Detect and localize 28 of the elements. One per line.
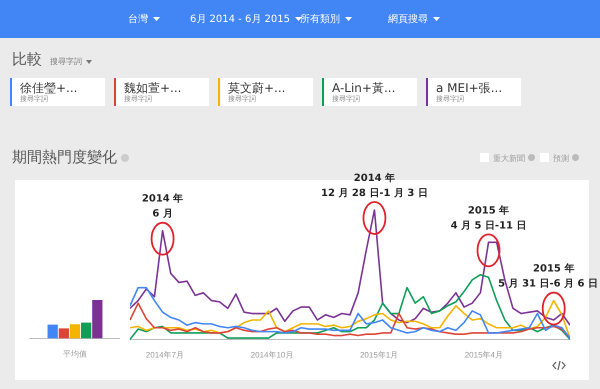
legend-label: A-Lin+黃... (332, 81, 396, 95)
chart-title: 期間熱門度變化 (12, 148, 117, 167)
annotation: 2015 年 5 月 31 日-6 月 6 日 (498, 262, 598, 290)
text: 所有類別 (300, 12, 340, 26)
bar (92, 300, 102, 338)
text: 台灣 (128, 12, 148, 26)
annotation: 2015 年 4 月 5 日-11 日 (450, 204, 526, 232)
bar (58, 328, 69, 338)
text: 預測 (553, 153, 569, 164)
x-tick-label: 2015年1月 (360, 350, 398, 360)
legend-label: 莫文蔚+... (228, 81, 286, 95)
x-tick-label: 2014年7月 (146, 350, 184, 360)
x-tick-label: 平均值 (63, 349, 87, 358)
annotation: 2014 年 6 月 (142, 192, 184, 220)
text: 重大新聞 (493, 153, 525, 164)
legend-label: 徐佳瑩+... (20, 81, 78, 95)
legend-label: a MEI+張... (436, 81, 504, 95)
text: 比較 (12, 50, 42, 69)
legend-label: 魏如萱+... (124, 81, 182, 95)
annotation: 2014 年 12 月 28 日-1 月 3 日 (321, 172, 428, 199)
x-tick-label: 2015年4月 (464, 350, 503, 360)
text: 搜尋字詞 (50, 56, 82, 67)
text: 6月 2014 - 6月 2015 (190, 13, 290, 26)
bar (48, 324, 58, 338)
text: 網頁搜尋 (388, 12, 428, 26)
bar (81, 322, 92, 338)
bar (70, 324, 80, 338)
x-tick-label: 2014年10月 (250, 350, 294, 360)
